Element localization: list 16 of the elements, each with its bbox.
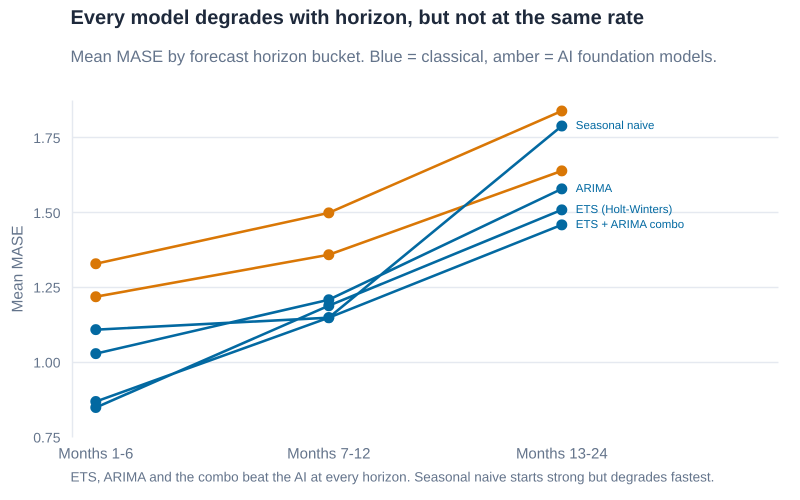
chart-subtitle: Mean MASE by forecast horizon bucket. Blue = classical, amber = AI foundation models.	[70, 48, 718, 66]
y-tick-label: 1.75	[33, 130, 61, 146]
y-tick-label: 1.25	[33, 280, 61, 296]
series-label: ETS (Holt-Winters)	[576, 204, 672, 216]
y-tick-label: 1.00	[33, 354, 61, 371]
y-tick-label: 0.75	[33, 430, 61, 446]
x-tick-label: Months 13-24	[516, 446, 608, 462]
x-tick-label: Months 7-12	[287, 446, 371, 462]
series-label: ETS + ARIMA combo	[576, 218, 684, 231]
y-tick-label: 1.50	[33, 204, 61, 221]
chart-title: Every model degrades with horizon, but not at the same rate	[70, 7, 644, 29]
series-label: Seasonal naive	[576, 120, 654, 132]
series-label: ARIMA	[576, 182, 613, 195]
y-axis-title: Mean MASE	[9, 225, 26, 313]
x-tick-label: Months 1-6	[58, 446, 134, 462]
text: ETS, ARIMA and the combo beat the AI at every horizon. Seasonal naive starts strong but degrades fastest.	[70, 470, 714, 484]
